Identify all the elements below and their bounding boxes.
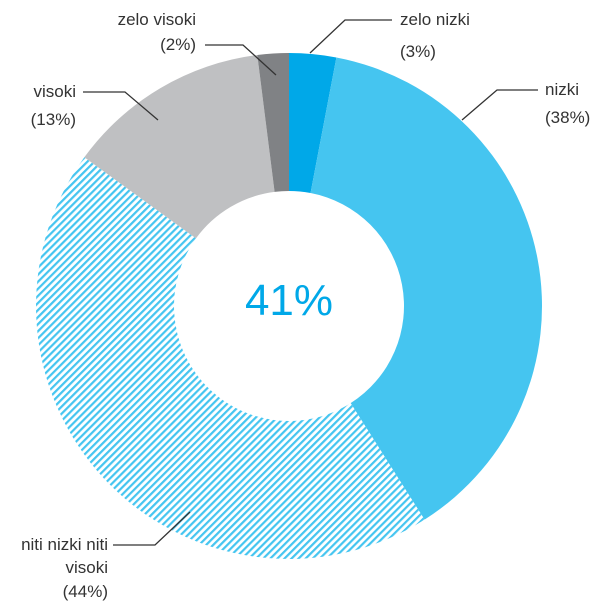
- slice-value-label: (44%): [62, 582, 108, 601]
- donut-slice: [84, 54, 275, 239]
- slice-value-label: (38%): [545, 108, 591, 127]
- slice-label: visoki: [33, 82, 76, 101]
- slice-label: zelo visoki: [117, 10, 196, 29]
- leader-line: [205, 44, 277, 76]
- center-label: 41%: [244, 276, 334, 325]
- slice-label: nizki: [545, 80, 580, 99]
- donut-slice: [289, 53, 337, 194]
- donut-slice: [35, 157, 425, 559]
- slice-value-label: (2%): [160, 35, 196, 54]
- slice-label: niti nizki niti visoki: [21, 535, 108, 577]
- slice-label: zelo nizki: [400, 10, 470, 29]
- leader-line: [461, 89, 538, 121]
- slice-value-label: (3%): [400, 42, 436, 61]
- leader-line: [83, 91, 159, 121]
- leader-line: [309, 19, 392, 54]
- leader-line: [113, 511, 191, 546]
- slice-value-label: (13%): [30, 110, 76, 129]
- donut-slice: [257, 53, 289, 192]
- donut-slice: [310, 57, 543, 520]
